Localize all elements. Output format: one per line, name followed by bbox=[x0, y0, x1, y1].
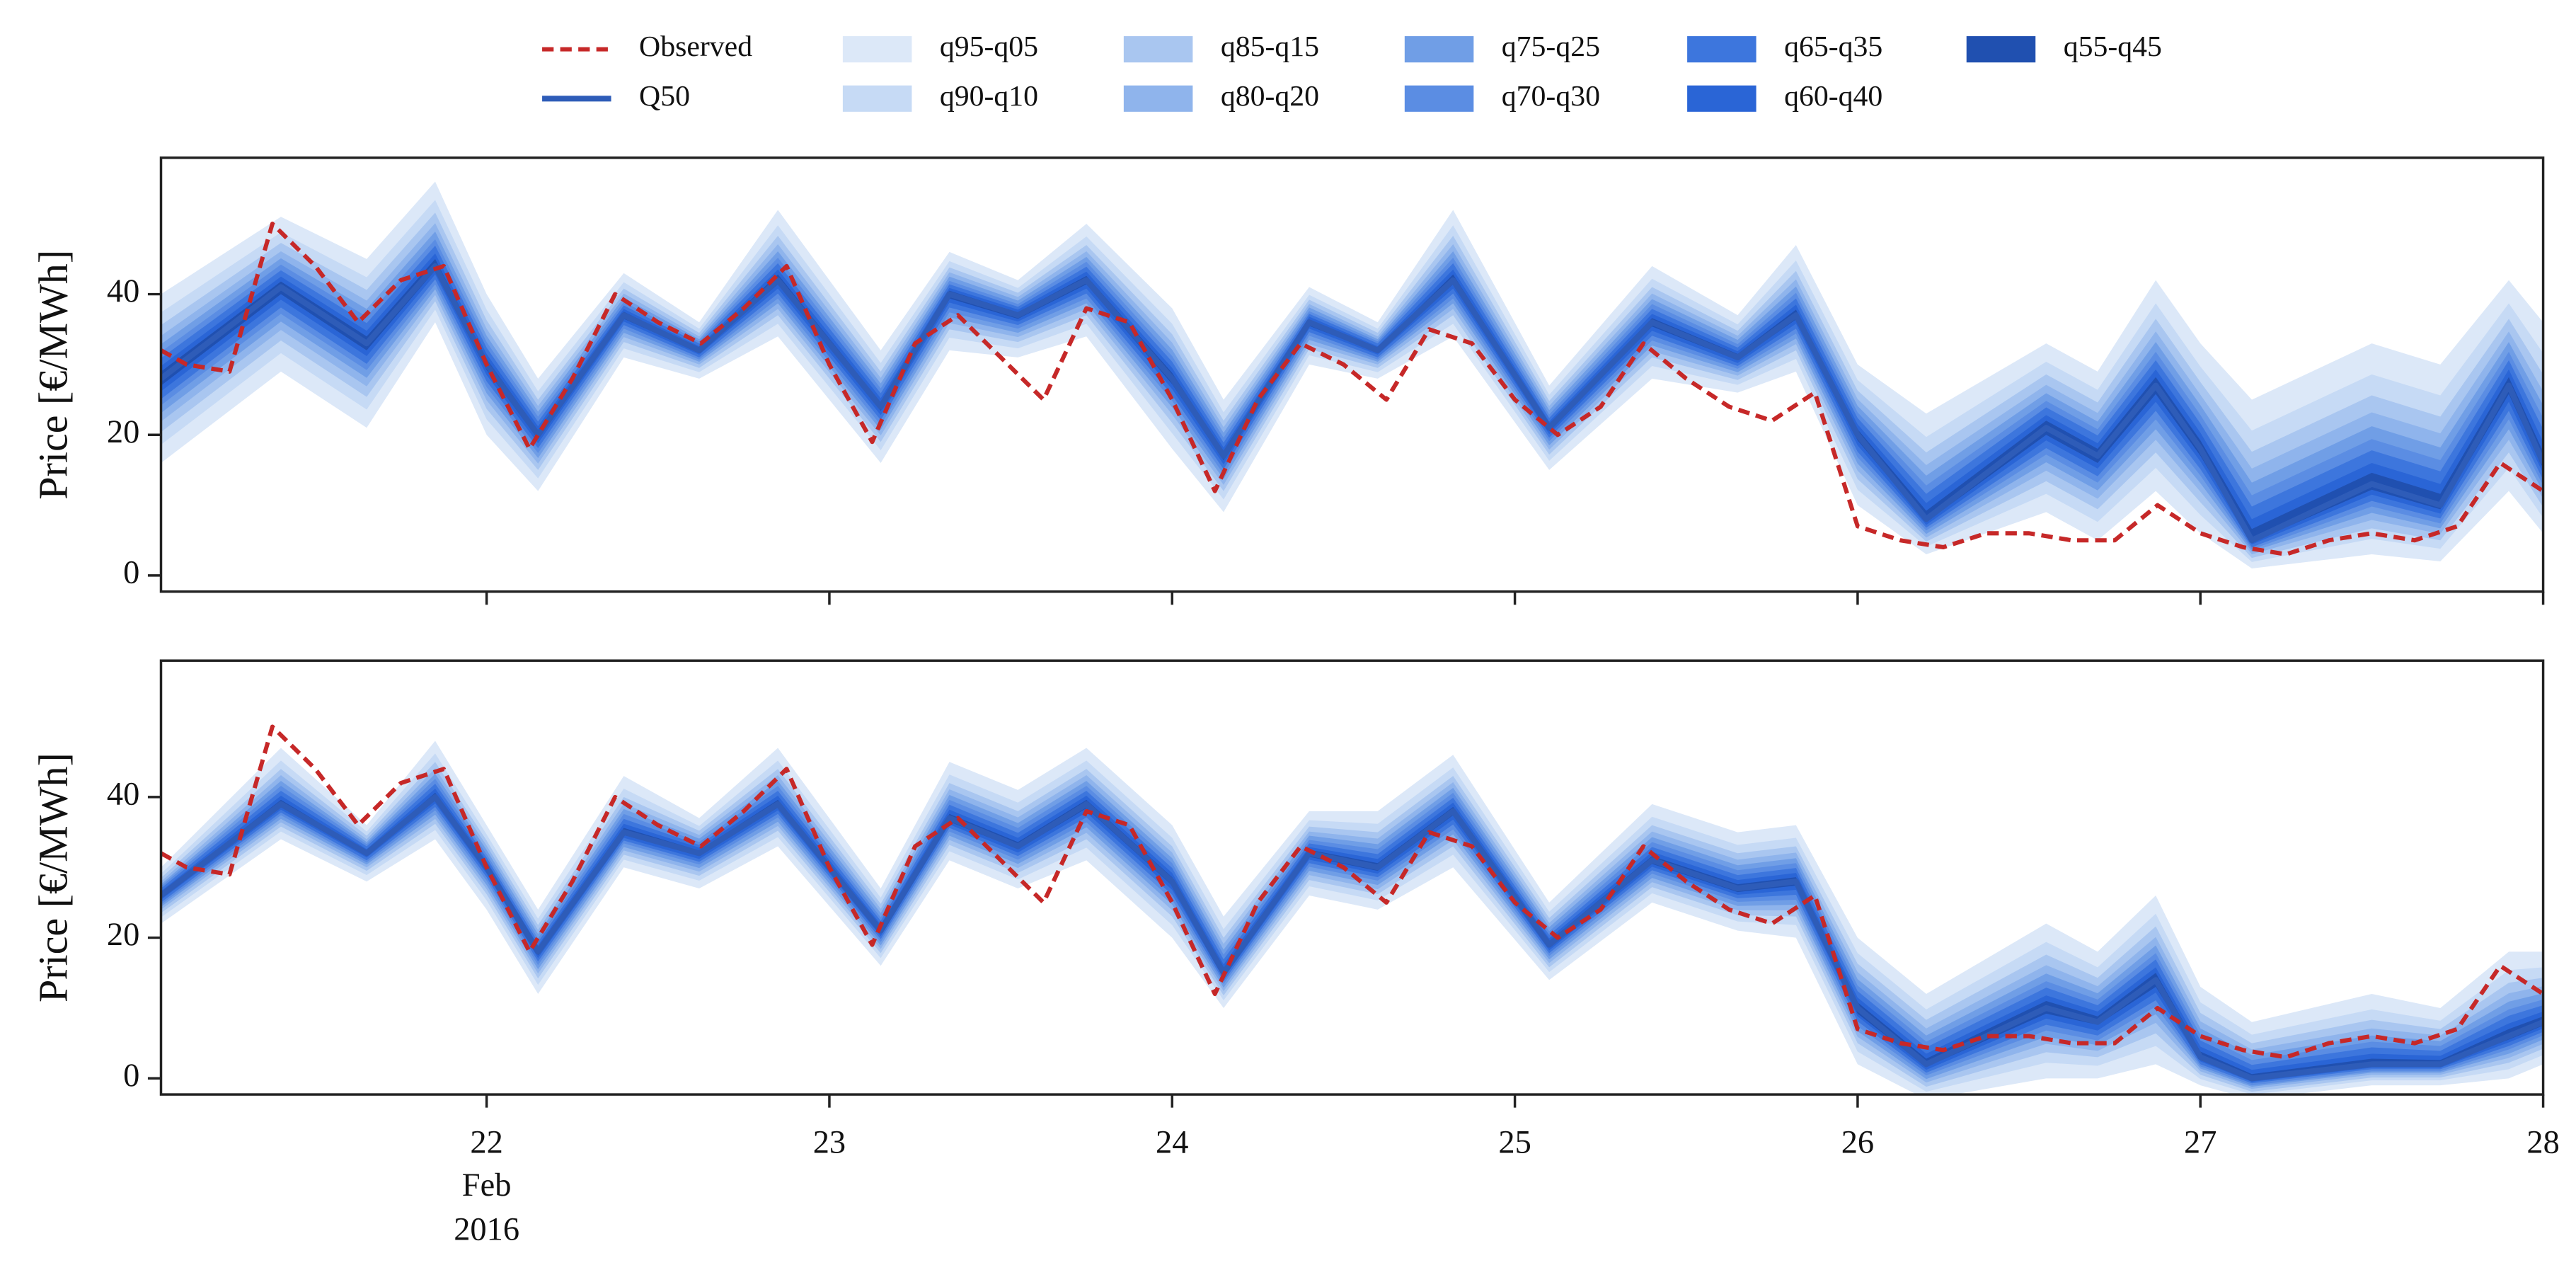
legend-label: q65-q35 bbox=[1784, 30, 1882, 63]
legend-swatch bbox=[842, 85, 912, 112]
legend-label: q55-q45 bbox=[2064, 30, 2162, 63]
x-tick-label: 25 bbox=[1498, 1125, 1531, 1161]
axes-frame bbox=[159, 156, 2545, 593]
legend-swatch bbox=[842, 36, 912, 63]
legend-swatch bbox=[1687, 85, 1756, 112]
legend-swatch bbox=[1123, 36, 1193, 63]
y-axis-label: Price [€/MWh] bbox=[30, 250, 76, 500]
y-axis-label: Price [€/MWh] bbox=[30, 753, 76, 1002]
observed-line bbox=[161, 222, 2543, 557]
x-tick-label: 23 bbox=[813, 1125, 846, 1161]
x-tick-label: 26 bbox=[1841, 1125, 1874, 1161]
x-tick-label: 28 bbox=[2526, 1125, 2559, 1161]
y-tick-label: 0 bbox=[123, 1058, 139, 1094]
quantile-band bbox=[161, 779, 2543, 1086]
legend-label: Q50 bbox=[639, 80, 690, 113]
x-date-label: 2016 bbox=[454, 1212, 519, 1248]
median-line bbox=[161, 263, 2543, 544]
axes-frame bbox=[159, 659, 2545, 1096]
legend-swatch bbox=[1687, 36, 1756, 63]
legend-label: Observed bbox=[639, 30, 752, 63]
legend-label: q70-q30 bbox=[1502, 80, 1600, 113]
x-date-label: Feb bbox=[462, 1167, 512, 1203]
y-tick-label: 40 bbox=[107, 777, 139, 813]
legend-label: q60-q40 bbox=[1784, 80, 1882, 113]
x-tick-label: 27 bbox=[2184, 1125, 2216, 1161]
legend-label: q75-q25 bbox=[1502, 30, 1600, 63]
legend-swatch bbox=[1404, 36, 1474, 63]
legend-swatch bbox=[1966, 36, 2036, 63]
median-line bbox=[161, 794, 2543, 1082]
y-tick-label: 20 bbox=[107, 414, 139, 450]
plot-area bbox=[161, 724, 2543, 1095]
x-tick-label: 24 bbox=[1156, 1125, 1188, 1161]
plot-area bbox=[161, 181, 2543, 568]
legend-swatch bbox=[1404, 85, 1474, 112]
legend-label: q90-q10 bbox=[940, 80, 1038, 113]
y-tick-label: 0 bbox=[123, 555, 139, 591]
legend-label: q95-q05 bbox=[940, 30, 1038, 63]
legend-swatch bbox=[1123, 85, 1193, 112]
legend-label: q85-q15 bbox=[1221, 30, 1319, 63]
x-tick-label: 22 bbox=[470, 1125, 502, 1161]
y-tick-label: 20 bbox=[107, 917, 139, 953]
observed-line bbox=[161, 724, 2543, 1060]
y-tick-label: 40 bbox=[107, 273, 139, 309]
quantile-band bbox=[161, 239, 2543, 550]
quantile-band bbox=[161, 762, 2543, 1092]
legend-label: q80-q20 bbox=[1221, 80, 1319, 113]
